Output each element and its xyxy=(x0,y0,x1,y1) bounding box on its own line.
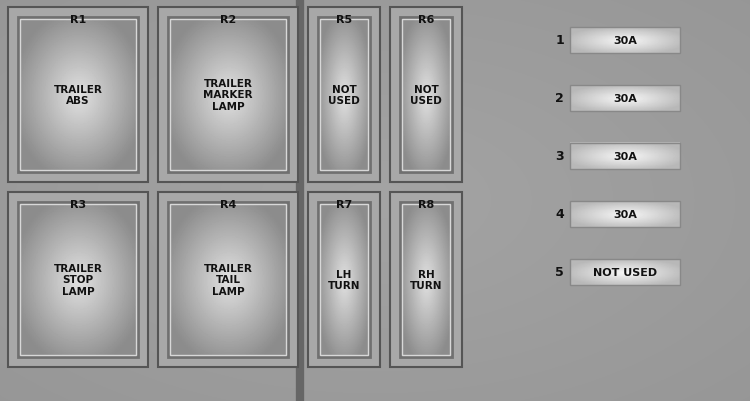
Text: TRAILER
TAIL
LAMP: TRAILER TAIL LAMP xyxy=(203,263,253,296)
Text: R2: R2 xyxy=(220,15,236,25)
Text: 30A: 30A xyxy=(613,36,637,46)
Bar xyxy=(158,192,298,367)
Bar xyxy=(8,192,148,367)
Text: R6: R6 xyxy=(418,15,434,25)
Bar xyxy=(18,18,138,172)
Bar xyxy=(158,8,298,182)
Bar xyxy=(390,192,462,367)
Text: TRAILER
STOP
LAMP: TRAILER STOP LAMP xyxy=(53,263,103,296)
Text: R8: R8 xyxy=(418,200,434,209)
Text: 2: 2 xyxy=(555,92,564,105)
Bar xyxy=(318,18,370,172)
Bar xyxy=(168,203,288,357)
Text: NOT
USED: NOT USED xyxy=(410,85,442,106)
Bar xyxy=(570,259,680,285)
Text: 4: 4 xyxy=(555,208,564,221)
Text: NOT USED: NOT USED xyxy=(593,267,657,277)
Bar xyxy=(158,192,298,367)
Bar xyxy=(390,192,462,367)
Bar xyxy=(402,20,450,170)
Text: 30A: 30A xyxy=(613,152,637,162)
Bar xyxy=(570,86,680,112)
Bar xyxy=(18,203,138,357)
Bar xyxy=(20,20,136,170)
Bar xyxy=(8,192,148,367)
Bar xyxy=(390,8,462,182)
Bar xyxy=(570,28,680,54)
Bar xyxy=(170,205,286,355)
Text: TRAILER
ABS: TRAILER ABS xyxy=(53,85,103,106)
Text: NOT
USED: NOT USED xyxy=(328,85,360,106)
Bar xyxy=(20,205,136,355)
Text: 5: 5 xyxy=(555,266,564,279)
Text: 1: 1 xyxy=(555,34,564,47)
Bar xyxy=(570,144,680,170)
Text: 30A: 30A xyxy=(613,209,637,219)
Bar xyxy=(8,8,148,182)
Text: TRAILER
MARKER
LAMP: TRAILER MARKER LAMP xyxy=(203,79,253,112)
Bar xyxy=(320,205,368,355)
Text: RH
TURN: RH TURN xyxy=(410,269,442,291)
Bar xyxy=(318,203,370,357)
Text: 30A: 30A xyxy=(613,94,637,104)
Bar xyxy=(158,8,298,182)
Bar xyxy=(170,20,286,170)
Text: 3: 3 xyxy=(555,150,564,163)
Bar xyxy=(8,8,148,182)
Text: R5: R5 xyxy=(336,15,352,25)
Bar xyxy=(400,203,452,357)
Bar xyxy=(400,18,452,172)
Text: LH
TURN: LH TURN xyxy=(328,269,360,291)
Bar xyxy=(570,201,680,227)
Bar xyxy=(308,8,380,182)
Bar xyxy=(308,192,380,367)
Bar xyxy=(308,192,380,367)
Bar xyxy=(390,8,462,182)
Text: R3: R3 xyxy=(70,200,86,209)
Text: R7: R7 xyxy=(336,200,352,209)
Text: R4: R4 xyxy=(220,200,236,209)
Bar xyxy=(320,20,368,170)
Bar xyxy=(308,8,380,182)
Text: R1: R1 xyxy=(70,15,86,25)
Bar xyxy=(168,18,288,172)
Bar xyxy=(402,205,450,355)
